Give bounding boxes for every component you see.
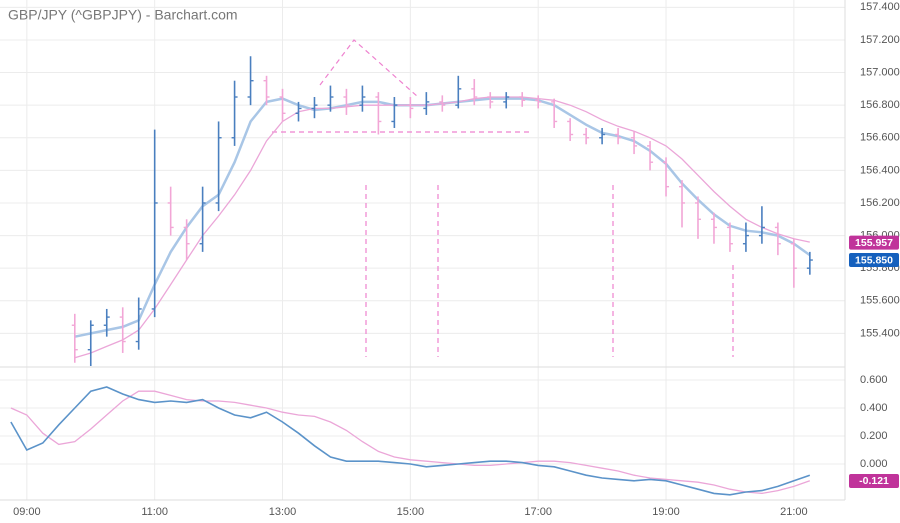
y-tick-label: 157.000 <box>860 66 900 78</box>
y-tick-label: 156.600 <box>860 132 900 144</box>
y-tick-label: 155.400 <box>860 327 900 339</box>
x-tick-label: 09:00 <box>13 506 41 518</box>
triangle-drawing <box>319 39 419 98</box>
price-tag-label: -0.121 <box>859 475 889 487</box>
x-tick-label: 21:00 <box>780 506 808 518</box>
indicator-line <box>10 390 811 495</box>
x-tick-label: 19:00 <box>652 506 680 518</box>
y-tick-label: 157.400 <box>860 1 900 13</box>
y-tick-label: 0.200 <box>860 430 888 442</box>
price-tag <box>849 473 899 488</box>
drawings <box>272 39 734 357</box>
y-tick-label: 156.400 <box>860 164 900 176</box>
price-tag <box>849 235 899 250</box>
price-tag-label: 155.957 <box>855 237 893 249</box>
y-tick-label: 155.600 <box>860 295 900 307</box>
x-tick-label: 15:00 <box>397 506 425 518</box>
x-tick-label: 11:00 <box>141 506 168 518</box>
chart-title: GBP/JPY (^GBPJPY) - Barchart.com <box>8 7 238 23</box>
y-tick-label: 157.200 <box>860 34 900 46</box>
y-tick-label: 0.400 <box>860 402 888 414</box>
y-tick-label: 0.000 <box>860 458 888 470</box>
x-tick-label: 13:00 <box>269 506 297 518</box>
y-tick-label: 156.200 <box>860 197 900 209</box>
x-tick-label: 17:00 <box>524 506 552 518</box>
y-tick-label: 156.800 <box>860 99 900 111</box>
grid <box>0 0 845 500</box>
price-tag <box>849 253 899 268</box>
indicator-line <box>10 386 811 496</box>
y-tick-label: 0.600 <box>860 374 888 386</box>
price-tag-label: 155.850 <box>855 254 893 266</box>
